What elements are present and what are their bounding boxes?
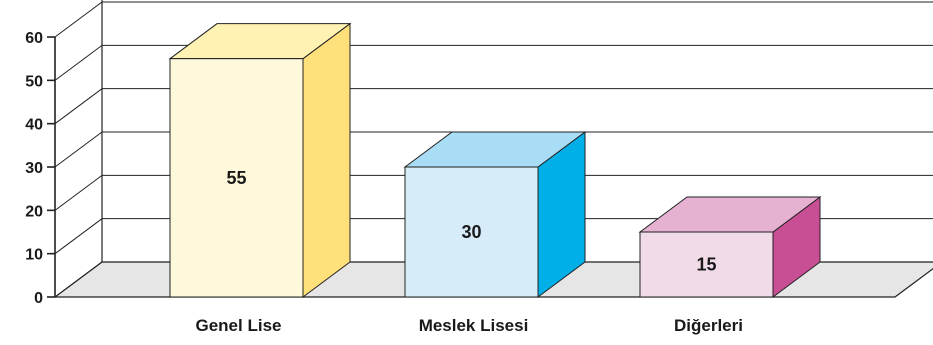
y-tick-label: 40 bbox=[25, 117, 43, 134]
y-tick-label: 50 bbox=[25, 73, 43, 90]
data-label: 30 bbox=[461, 222, 481, 242]
bars bbox=[168, 22, 822, 298]
bar-side-face bbox=[302, 22, 351, 298]
bar-front-face bbox=[639, 231, 774, 298]
labels: 55 Genel Lise 30 Meslek Lisesi 15 Diğerleri bbox=[196, 168, 743, 335]
data-label: 55 bbox=[226, 168, 246, 188]
y-tick-label: 20 bbox=[25, 203, 43, 220]
data-label: 15 bbox=[696, 255, 716, 275]
bar-2 bbox=[403, 131, 587, 298]
bar-front-face bbox=[404, 166, 539, 298]
category-label: Meslek Lisesi bbox=[419, 316, 529, 335]
gridline-side bbox=[54, 1, 103, 38]
category-label: Genel Lise bbox=[196, 316, 282, 335]
y-tick-label: 0 bbox=[34, 290, 43, 307]
bar-front-face bbox=[169, 58, 304, 298]
category-label: Diğerleri bbox=[674, 316, 743, 335]
y-tick-label: 30 bbox=[25, 160, 43, 177]
gridline-side bbox=[54, 44, 103, 81]
bar-3 bbox=[638, 196, 822, 298]
y-axis: 0 10 20 30 40 50 60 bbox=[25, 30, 56, 307]
y-tick-label: 60 bbox=[25, 30, 43, 47]
bar-1 bbox=[168, 22, 352, 298]
y-tick-label: 10 bbox=[25, 247, 43, 264]
gridline-side bbox=[54, 88, 103, 125]
gridline-side bbox=[54, 261, 103, 298]
gridline-side bbox=[54, 174, 103, 211]
gridline-side bbox=[54, 218, 103, 255]
gridline-side bbox=[54, 131, 103, 168]
